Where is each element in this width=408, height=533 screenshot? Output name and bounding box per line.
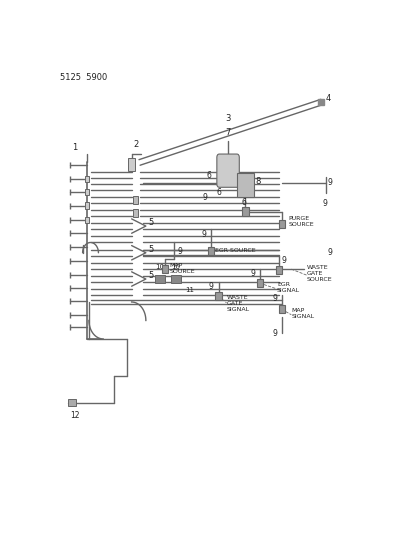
Text: 12: 12 bbox=[70, 411, 80, 420]
Bar bbox=[208, 247, 214, 255]
Text: 5: 5 bbox=[148, 245, 153, 254]
Bar bbox=[242, 207, 249, 216]
Text: 9: 9 bbox=[328, 248, 333, 257]
Text: 2: 2 bbox=[134, 140, 139, 149]
Bar bbox=[275, 266, 282, 274]
FancyBboxPatch shape bbox=[217, 154, 239, 187]
Bar bbox=[85, 202, 89, 209]
Text: EGR SOURCE: EGR SOURCE bbox=[215, 248, 256, 253]
Text: 9: 9 bbox=[250, 269, 255, 278]
Text: 9: 9 bbox=[177, 247, 182, 256]
Text: MAP
SIGNAL: MAP SIGNAL bbox=[291, 308, 315, 319]
Text: 5: 5 bbox=[148, 218, 153, 227]
Bar bbox=[128, 158, 135, 171]
Text: EGR
SIGNAL: EGR SIGNAL bbox=[277, 282, 300, 293]
Bar bbox=[279, 305, 285, 313]
Bar bbox=[85, 175, 89, 182]
Bar bbox=[155, 275, 165, 283]
Text: WASTE
GATE
SOURCE: WASTE GATE SOURCE bbox=[307, 265, 333, 281]
Bar bbox=[133, 196, 138, 204]
Bar bbox=[279, 220, 285, 228]
Text: 11: 11 bbox=[186, 287, 195, 293]
Text: 5125  5900: 5125 5900 bbox=[60, 73, 108, 82]
Bar bbox=[133, 209, 138, 217]
Text: 10: 10 bbox=[155, 264, 164, 270]
Text: WASTE
GATE
SIGNAL: WASTE GATE SIGNAL bbox=[226, 295, 250, 312]
Text: PURGE
SOURCE: PURGE SOURCE bbox=[288, 216, 314, 227]
Text: 8: 8 bbox=[255, 177, 261, 186]
Text: 10: 10 bbox=[171, 264, 180, 270]
Text: MAP
SOURCE: MAP SOURCE bbox=[170, 263, 195, 274]
Text: 9: 9 bbox=[203, 193, 208, 202]
Text: 3: 3 bbox=[225, 114, 231, 123]
Text: 9: 9 bbox=[201, 230, 206, 239]
Bar bbox=[85, 189, 89, 195]
Text: 4: 4 bbox=[326, 93, 331, 102]
Bar bbox=[215, 292, 222, 301]
Text: 9: 9 bbox=[323, 199, 328, 208]
Text: 9: 9 bbox=[209, 282, 214, 291]
Text: 9: 9 bbox=[272, 294, 277, 303]
Text: 9: 9 bbox=[282, 256, 287, 265]
Text: 5: 5 bbox=[148, 271, 153, 280]
Bar bbox=[257, 279, 263, 287]
Bar bbox=[162, 265, 168, 273]
Text: 6: 6 bbox=[207, 171, 211, 180]
Bar bbox=[68, 399, 75, 406]
Text: 1: 1 bbox=[72, 143, 78, 152]
Bar bbox=[171, 275, 181, 283]
Text: 6: 6 bbox=[242, 198, 246, 207]
Text: 9: 9 bbox=[272, 329, 277, 338]
Text: 9: 9 bbox=[328, 179, 333, 188]
Bar bbox=[85, 216, 89, 223]
Bar bbox=[237, 173, 254, 197]
Text: 7: 7 bbox=[225, 128, 231, 137]
Text: 6: 6 bbox=[216, 188, 221, 197]
